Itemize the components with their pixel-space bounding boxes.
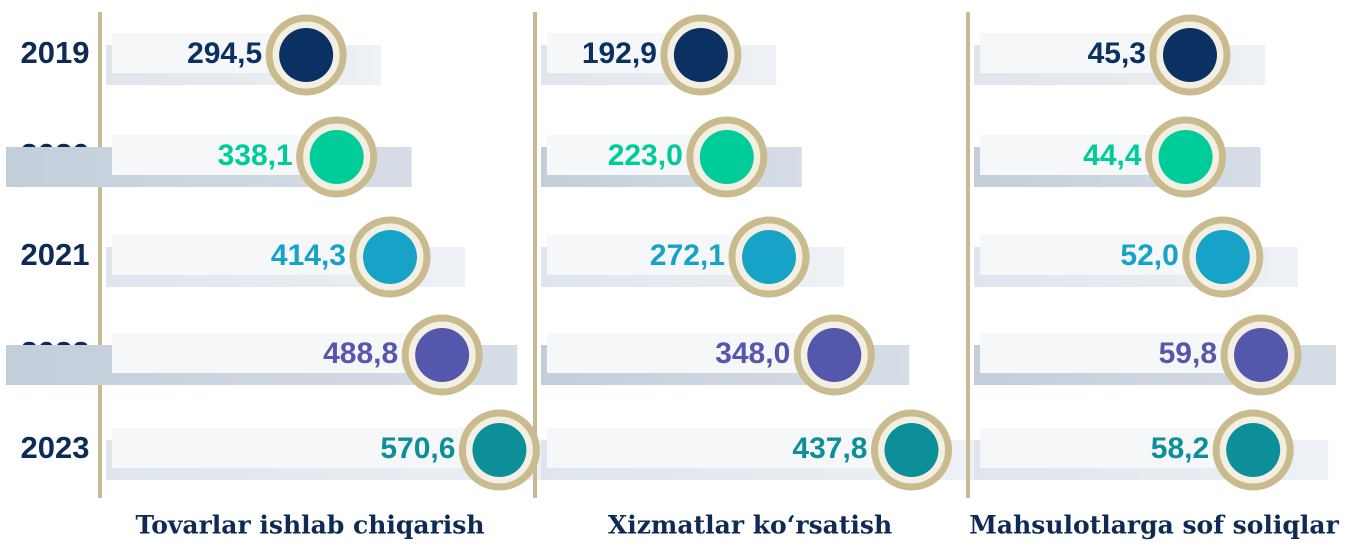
value-label: 58,2	[1151, 432, 1209, 465]
value-label: 414,3	[271, 239, 346, 272]
value-label: 272,1	[650, 239, 725, 272]
label-pill	[547, 333, 827, 373]
y-tick-label: 2021	[21, 237, 90, 272]
bar-marker	[1158, 130, 1213, 184]
label-pill	[547, 235, 762, 275]
panel-title: Tovarlar ishlab chiqarish	[136, 511, 485, 540]
bar-marker	[699, 130, 754, 184]
label-pill	[980, 428, 1246, 468]
label-pill	[980, 135, 1178, 175]
label-pill	[980, 235, 1215, 275]
bar-marker	[472, 423, 527, 477]
value-label: 59,8	[1159, 337, 1217, 370]
bar-marker	[884, 423, 939, 477]
value-label: 488,8	[323, 337, 398, 370]
value-label: 223,0	[608, 139, 683, 172]
value-label: 45,3	[1088, 37, 1146, 70]
label-pill	[547, 428, 904, 468]
bar-marker	[673, 28, 728, 82]
value-label: 44,4	[1083, 139, 1142, 172]
label-pill	[980, 333, 1254, 373]
value-label: 437,8	[792, 432, 867, 465]
label-pill	[112, 333, 435, 373]
label-pill	[112, 135, 329, 175]
panel-title: Mahsulotlarga sof soliqlar	[969, 511, 1339, 540]
bar-marker	[279, 28, 334, 82]
bar-marker	[415, 328, 470, 382]
value-label: 338,1	[218, 139, 293, 172]
bar-marker	[1195, 230, 1250, 284]
label-pill	[112, 428, 492, 468]
bar-marker	[1226, 423, 1281, 477]
value-label: 570,6	[380, 432, 455, 465]
value-label: 348,0	[715, 337, 790, 370]
bar-marker	[1162, 28, 1217, 82]
value-label: 52,0	[1120, 239, 1178, 272]
bar-marker	[1234, 328, 1289, 382]
value-label: 192,9	[582, 37, 657, 70]
value-label: 294,5	[187, 37, 262, 70]
label-pill	[980, 33, 1182, 73]
y-tick-label: 2019	[21, 35, 90, 70]
panel-title: Xizmatlar ko‘rsatish	[608, 511, 892, 540]
bar-marker	[309, 130, 364, 184]
bar-marker	[807, 328, 862, 382]
y-tick-label: 2023	[21, 430, 90, 465]
bar-marker	[363, 230, 418, 284]
label-pill	[112, 235, 383, 275]
bar-marker	[742, 230, 797, 284]
